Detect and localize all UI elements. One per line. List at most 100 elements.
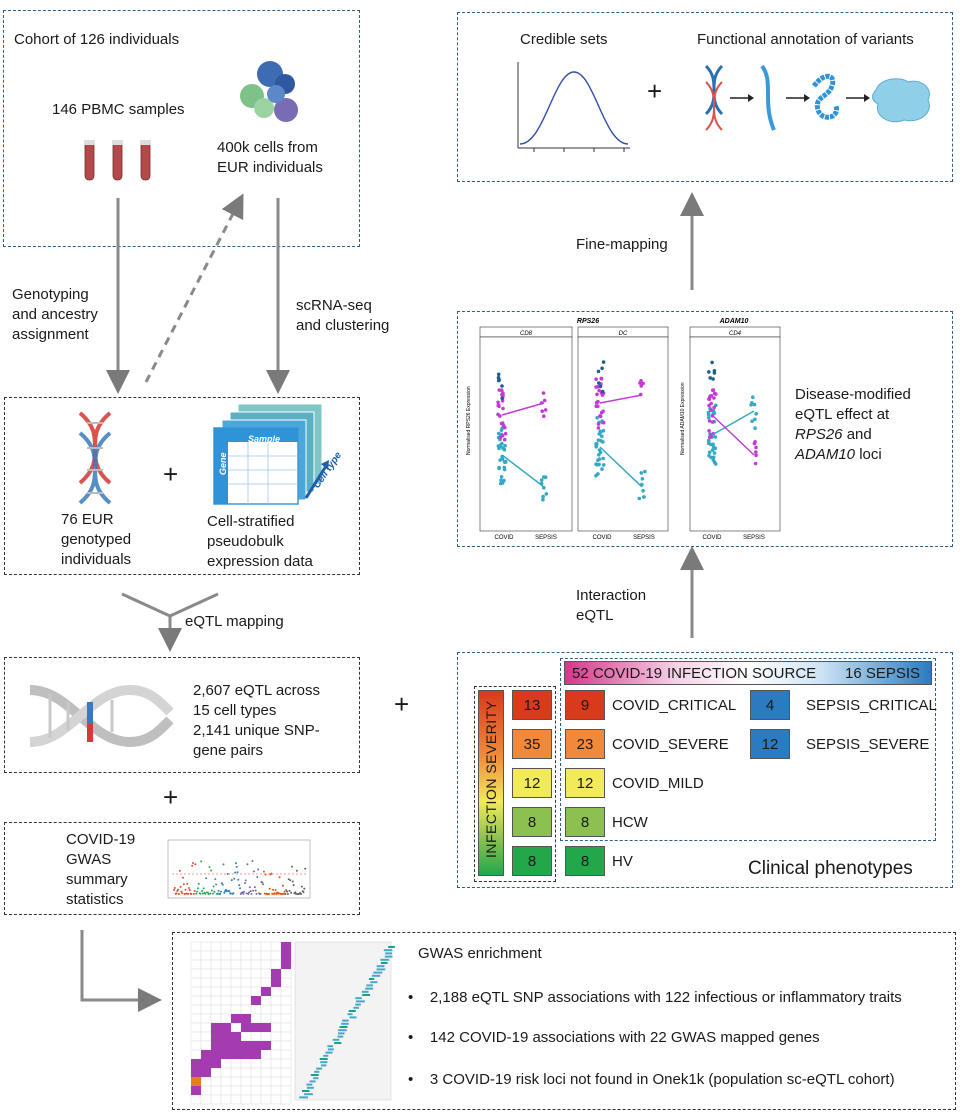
heatmap-cell [270,1076,282,1087]
heatmap-right-mark [383,949,393,952]
heatmap-cell [270,1085,282,1096]
heatmap-cell [250,1058,262,1069]
heatmap-filled-cell [211,1041,221,1050]
severity-label: INFECTION SEVERITY [483,700,499,858]
heatmap-cell [210,959,222,970]
heatmap-cell [220,950,232,961]
heatmap-right-mark [376,965,385,968]
manhattan-point [281,893,284,895]
interaction-desc-3: RPS26 and [795,425,872,444]
scatter-point-teal [496,444,501,448]
heatmap-cell [270,986,282,997]
scatter-point-teal [707,453,711,458]
sepsis-critical-count: 4 [750,690,790,720]
manhattan-point [205,877,208,880]
heatmap-cell [200,977,212,988]
heatmap-filled-cell [251,1023,261,1032]
manhattan-point [288,889,291,892]
manhattan-point [177,888,180,891]
credible-set-curve-icon [517,62,630,152]
interaction-plots: RPS26 ADAM10 CD8 DC CD4 Normalised RPS26… [466,318,781,541]
heatmap-filled-cell [201,1050,211,1059]
sepsis-severe-label: SEPSIS_SEVERE [806,736,930,753]
scatter-point-magenta [754,450,758,454]
heatmap-filled-cell [231,1050,241,1059]
plus-sign-finemap: + [647,76,663,106]
manhattan-point [250,893,253,895]
heatmap-right-mark [321,1064,327,1067]
heatmap-cell [220,959,232,970]
manhattan-point [248,886,251,889]
heatmap-cell [190,959,202,970]
scatter-point-magenta [639,384,643,388]
scatter-point-dark [601,360,606,364]
eqtl-line-1: 2,607 eQTL across [193,682,321,699]
scatter-point-teal [599,430,603,434]
heatmap-cell [230,977,242,988]
manhattan-point [217,889,220,892]
geno-label-1: 76 EUR [61,511,114,528]
manhattan-point [191,864,194,867]
heatmap-cell [220,1094,232,1105]
manhattan-point [180,890,183,893]
manhattan-point [185,892,188,895]
panel-dc-label: DC [619,331,628,337]
scatter-point-magenta [497,404,501,409]
heatmap-cell [210,941,222,952]
heatmap-cell [260,1058,272,1069]
clinical-title: Clinical phenotypes [748,858,913,879]
manhattan-point [302,891,305,894]
heatmap-cell [280,1040,292,1051]
scatter-point-teal [753,426,757,430]
heatmap-cell [220,986,232,997]
x-covid-3: COVID [702,535,722,541]
blood-tubes-icon [84,140,151,181]
heatmap-cell [210,977,222,988]
heatmap-cell [230,1058,242,1069]
scatter-point-magenta [709,393,714,398]
manhattan-point [275,893,278,895]
scatter-point-dark [710,360,714,365]
heatmap-cell [230,941,242,952]
scatter-point-teal [707,441,711,445]
heatmap-right-mark [306,1086,314,1089]
heatmap-right-mark [362,994,371,996]
manhattan-point [286,893,289,895]
heatmap-cell [250,1067,262,1078]
scatter-point-teal [600,434,604,438]
scatter-point-teal [713,435,718,439]
manhattan-point [221,883,224,886]
heatmap-right-mark [304,1093,313,1096]
manhattan-point [194,863,197,866]
scatter-point-magenta [594,404,598,408]
heatmap-cell [230,1067,242,1078]
genotype-pseudobulk-box [4,397,360,575]
enrichment-bullet-3: • 3 COVID-19 risk loci not found in Onek… [408,1071,895,1088]
scatter-point-magenta [754,453,758,457]
manhattan-point [290,891,293,894]
heatmap-cell [270,950,282,961]
gwas-line-3: summary [66,871,128,888]
manhattan-point [243,890,246,893]
scatter-point-dark [708,376,712,380]
manhattan-point [207,893,210,895]
heatmap-filled-cell [231,1041,241,1050]
sepsis-critical-label: SEPSIS_CRITICAL [806,697,937,714]
manhattan-point [177,893,180,895]
heatmap-filled-cell [231,1014,241,1023]
heatmap-filled-cell [221,1050,231,1059]
manhattan-point [252,889,255,892]
heatmap-cell [280,1094,292,1105]
manhattan-point [214,878,217,881]
heatmap-cell [220,995,232,1006]
scatter-point-magenta [641,381,645,386]
heatmap-cell [270,941,282,952]
heatmap-right-mark [337,1035,344,1038]
scatter-point-magenta [601,409,605,414]
scatter-point-dark [598,384,603,389]
manhattan-point [222,863,225,866]
heatmap-right-mark [302,1090,310,1092]
scatter-point-magenta [595,392,599,397]
manhattan-point [264,873,267,876]
